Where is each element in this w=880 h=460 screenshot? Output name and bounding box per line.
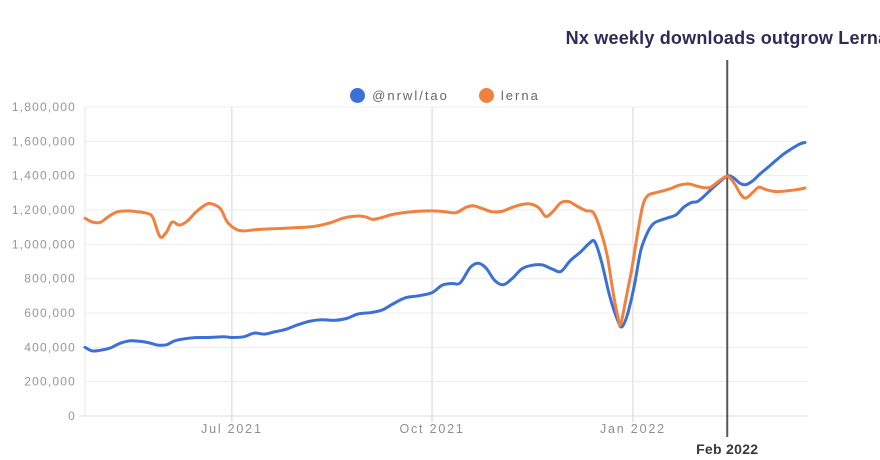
legend: @nrwl/tao lerna [85, 84, 805, 106]
y-tick-label: 1,200,000 [12, 203, 76, 217]
y-tick-label: 1,600,000 [12, 134, 76, 148]
legend-label-nrwl-tao: @nrwl/tao [372, 87, 449, 103]
y-tick-label: 400,000 [24, 340, 76, 354]
legend-marker-nrwl-tao-icon [350, 87, 366, 103]
y-tick-label: 200,000 [24, 375, 76, 389]
series-line-lerna [83, 174, 807, 327]
x-tick-label: Jul 2021 [201, 422, 263, 436]
y-tick-label: 600,000 [24, 306, 76, 320]
chart-title: Nx weekly downloads outgrow Lerna [565, 28, 880, 48]
x-tick-label: Oct 2021 [399, 422, 464, 436]
series-line-nrwl-tao [83, 141, 807, 353]
y-tick-label: 1,400,000 [12, 169, 76, 183]
y-tick-label: 800,000 [24, 272, 76, 286]
legend-item-nrwl-tao: @nrwl/tao [350, 87, 449, 103]
legend-label-lerna: lerna [500, 87, 540, 103]
annotation-label: Feb 2022 [696, 441, 758, 457]
y-tick-label: 1,000,000 [12, 237, 76, 251]
y-tick-label: 0 [68, 409, 76, 423]
legend-marker-lerna-icon [478, 87, 494, 103]
legend-item-lerna: lerna [478, 87, 540, 103]
x-tick-label: Jan 2022 [600, 422, 666, 436]
y-tick-label: 1,800,000 [12, 100, 76, 114]
